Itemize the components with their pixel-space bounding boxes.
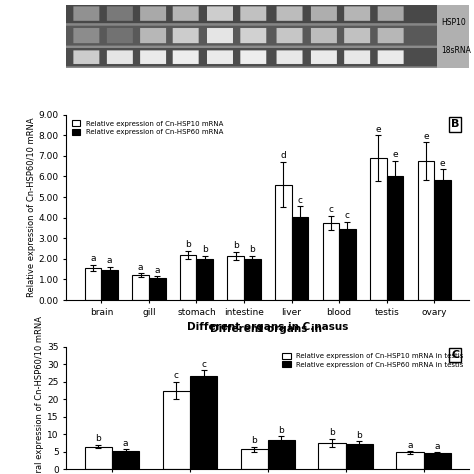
Bar xyxy=(434,180,451,300)
Text: a: a xyxy=(155,266,160,274)
Bar xyxy=(387,176,403,300)
Bar xyxy=(85,447,112,469)
Bar xyxy=(244,259,261,300)
Y-axis label: Relative expression of Cn-HSP60/10 mRNA: Relative expression of Cn-HSP60/10 mRNA xyxy=(27,118,36,297)
Legend: Relative expression of Cn-HSP10 mRNA, Relative expression of Cn-HSP60 mRNA: Relative expression of Cn-HSP10 mRNA, Re… xyxy=(70,118,225,137)
Text: c: c xyxy=(345,211,350,220)
Text: d: d xyxy=(281,151,286,160)
X-axis label: Different organs in C.nasus: Different organs in C.nasus xyxy=(187,322,348,332)
Bar xyxy=(424,453,451,469)
Bar xyxy=(163,391,190,469)
Bar xyxy=(275,185,292,300)
Text: e: e xyxy=(375,125,381,134)
Text: b: b xyxy=(249,245,255,254)
Bar xyxy=(196,259,213,300)
Text: b: b xyxy=(95,434,101,443)
Text: Different organs in: Different organs in xyxy=(210,324,326,334)
Text: B: B xyxy=(451,119,459,129)
Text: e: e xyxy=(423,132,429,141)
Bar xyxy=(180,255,196,300)
Text: HSP10: HSP10 xyxy=(441,18,466,27)
Text: c: c xyxy=(201,360,206,369)
Text: c: c xyxy=(328,205,333,214)
Text: e: e xyxy=(392,150,398,159)
Text: a: a xyxy=(407,441,413,450)
Bar xyxy=(268,439,295,469)
Bar xyxy=(396,453,424,469)
Text: c: c xyxy=(174,372,179,381)
Text: b: b xyxy=(251,436,257,445)
Text: c: c xyxy=(297,196,302,205)
Bar xyxy=(339,229,356,300)
Text: a: a xyxy=(90,255,96,264)
Bar xyxy=(112,451,139,469)
Text: Different organs in C.nasus: Different organs in C.nasus xyxy=(188,324,348,334)
Text: b: b xyxy=(202,245,208,254)
Bar xyxy=(292,217,308,300)
Bar xyxy=(132,275,149,300)
Bar xyxy=(319,443,346,469)
Text: e: e xyxy=(440,159,446,168)
Text: a: a xyxy=(123,439,128,448)
Text: b: b xyxy=(356,431,362,440)
Text: b: b xyxy=(279,426,284,435)
Bar xyxy=(322,223,339,300)
Bar xyxy=(228,256,244,300)
Bar xyxy=(101,270,118,300)
Text: a: a xyxy=(435,442,440,451)
Text: 18sRNA: 18sRNA xyxy=(441,46,471,55)
Bar xyxy=(370,158,387,300)
Text: a: a xyxy=(138,263,143,272)
Bar xyxy=(85,268,101,300)
Text: C: C xyxy=(451,350,459,360)
Bar xyxy=(149,278,165,300)
Bar xyxy=(240,449,268,469)
Bar xyxy=(346,444,373,469)
Text: b: b xyxy=(185,240,191,249)
Y-axis label: Temporal expression of Cn-HSP60/10 mRNA: Temporal expression of Cn-HSP60/10 mRNA xyxy=(36,316,45,474)
Text: b: b xyxy=(329,428,335,438)
Bar xyxy=(190,375,217,469)
Legend: Relative expression of Cn-HSP10 mRNA in testis, Relative expression of Cn-HSP60 : Relative expression of Cn-HSP10 mRNA in … xyxy=(280,350,466,370)
Text: a: a xyxy=(107,256,112,265)
Text: b: b xyxy=(233,241,238,250)
Bar xyxy=(418,161,434,300)
